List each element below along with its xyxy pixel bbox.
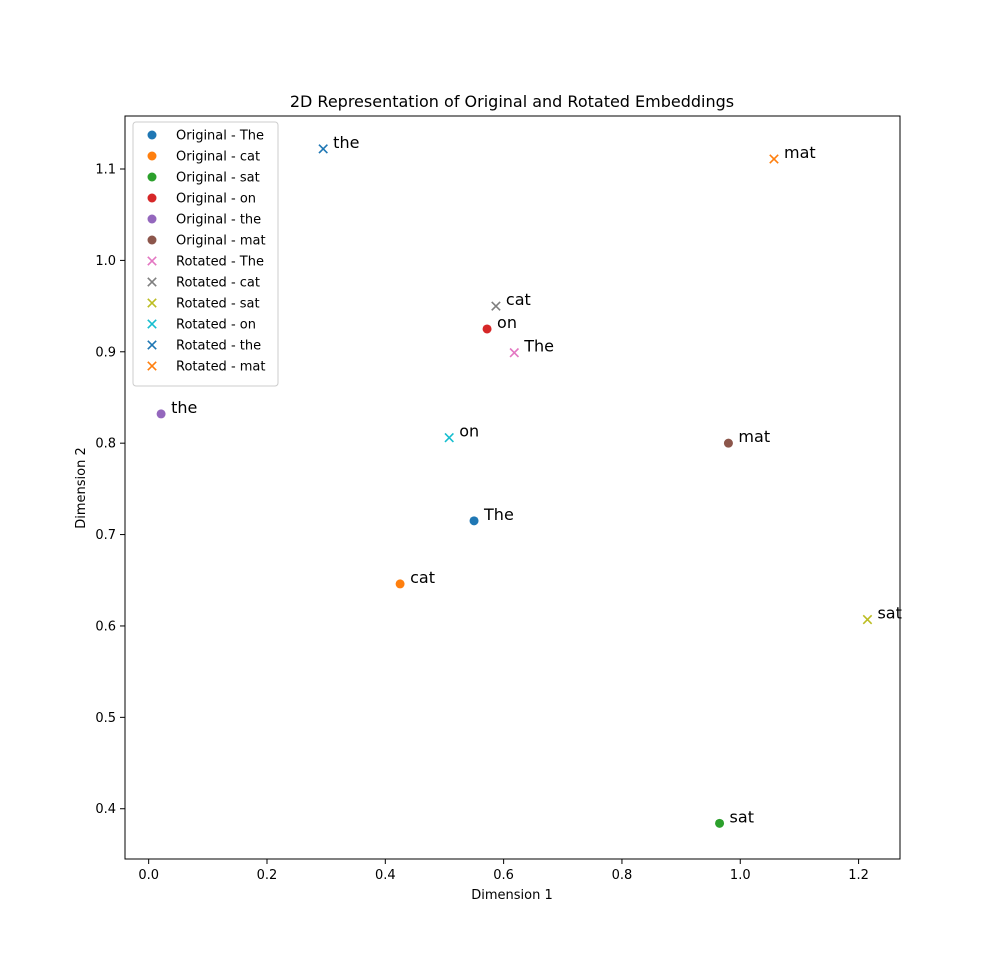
- data-points: The cat sat on the mat The cat sat on the mat: [156, 133, 902, 828]
- y-tick-label: 1.0: [95, 254, 116, 269]
- legend-marker: [147, 298, 157, 308]
- marker-stroke: [444, 432, 454, 443]
- legend-entry: Rotated - The: [176, 255, 264, 270]
- legend-marker: [147, 319, 157, 329]
- marker-stroke: [509, 347, 520, 358]
- legend-entry: Original - cat: [176, 150, 260, 165]
- y-tick-label: 1.1: [95, 163, 116, 178]
- marker-stroke: [147, 277, 157, 287]
- y-axis: 0.4 0.5 0.6 0.7 0.8 0.9 1.0 1.1: [95, 163, 125, 817]
- chart-title: 2D Representation of Original and Rotate…: [290, 92, 734, 111]
- y-axis-label: Dimension 2: [74, 447, 89, 529]
- x-tick-label: 0.6: [493, 868, 514, 883]
- point-label: cat: [410, 568, 435, 587]
- data-point: [769, 154, 779, 164]
- point-label: The: [483, 505, 514, 524]
- marker-stroke: [318, 144, 328, 154]
- data-point: [482, 324, 492, 334]
- legend-marker: [147, 277, 157, 287]
- legend-entry: Rotated - on: [176, 318, 256, 333]
- legend-marker: [147, 214, 157, 224]
- point-label: on: [459, 422, 479, 441]
- legend: Original - The Original - cat Original - s…: [132, 121, 279, 387]
- legend-entry: Original - The: [176, 129, 264, 144]
- point-label: cat: [506, 290, 531, 309]
- data-point: [318, 144, 328, 154]
- legend-marker: [147, 130, 157, 140]
- marker-stroke: [147, 319, 157, 329]
- marker-stroke: [491, 301, 501, 311]
- point-label: the: [333, 133, 359, 152]
- data-point: [395, 579, 405, 589]
- x-tick-label: 1.2: [848, 868, 869, 883]
- y-tick-label: 0.9: [95, 345, 116, 360]
- marker-stroke: [862, 614, 873, 625]
- x-tick-label: 0.8: [612, 868, 633, 883]
- data-point: [491, 301, 501, 311]
- marker-stroke: [147, 298, 157, 308]
- legend-entry: Original - mat: [176, 234, 266, 249]
- legend-marker: [147, 340, 157, 350]
- legend-marker: [147, 256, 157, 266]
- legend-marker: [147, 151, 157, 161]
- marker-stroke: [147, 361, 157, 371]
- y-tick-label: 0.4: [95, 802, 116, 817]
- data-point: [723, 438, 733, 448]
- legend-entry: Original - on: [176, 192, 256, 207]
- point-label: mat: [738, 427, 770, 446]
- data-point: [156, 409, 166, 419]
- point-label: mat: [784, 143, 816, 162]
- x-tick-label: 0.4: [375, 868, 396, 883]
- legend-entry: Rotated - sat: [176, 297, 260, 312]
- x-axis-label: Dimension 1: [471, 888, 553, 903]
- legend-marker: [147, 193, 157, 203]
- point-label: The: [523, 337, 554, 356]
- legend-entry: Rotated - cat: [176, 276, 260, 291]
- y-tick-label: 0.8: [95, 437, 116, 452]
- data-point: [715, 818, 725, 828]
- legend-marker: [147, 235, 157, 245]
- data-point: [509, 347, 520, 358]
- legend-marker: [147, 172, 157, 182]
- x-axis: 0.0 0.2 0.4 0.6 0.8 1.0 1.2: [138, 859, 869, 883]
- legend-entry: Rotated - the: [176, 339, 261, 354]
- legend-marker: [147, 361, 157, 371]
- y-tick-label: 0.5: [95, 711, 116, 726]
- point-label: the: [171, 398, 197, 417]
- x-tick-label: 0.0: [138, 868, 159, 883]
- legend-entry: Original - sat: [176, 171, 260, 186]
- legend-box: [132, 121, 279, 387]
- legend-entry: Rotated - mat: [176, 360, 266, 375]
- marker-stroke: [147, 256, 157, 266]
- legend-entry: Original - the: [176, 213, 261, 228]
- marker-stroke: [147, 340, 157, 350]
- y-tick-label: 0.7: [95, 528, 116, 543]
- y-tick-label: 0.6: [95, 619, 116, 634]
- data-point: [862, 614, 873, 625]
- data-point: [469, 516, 479, 526]
- x-tick-label: 0.2: [257, 868, 278, 883]
- point-label: on: [497, 313, 517, 332]
- data-point: [444, 432, 454, 443]
- marker-stroke: [769, 154, 779, 164]
- point-label: sat: [877, 604, 901, 623]
- point-label: sat: [730, 807, 754, 826]
- x-tick-label: 1.0: [730, 868, 751, 883]
